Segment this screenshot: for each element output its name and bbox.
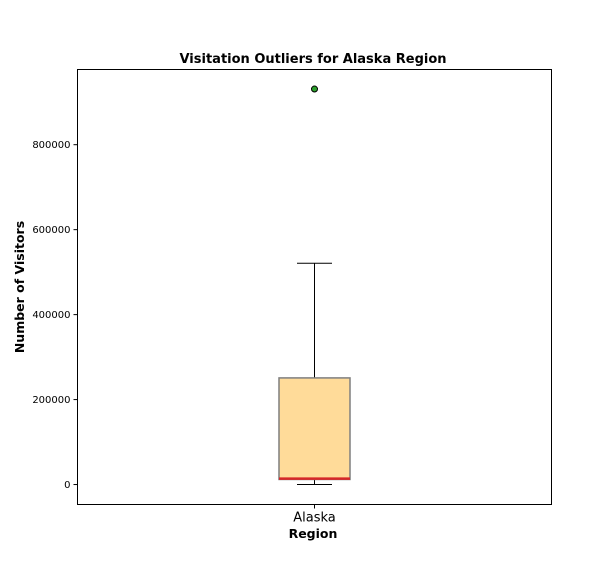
x-axis-label: Region <box>289 526 338 541</box>
y-tick-label: 600000 <box>32 225 70 236</box>
plot-area <box>278 85 351 486</box>
chart-title: Visitation Outliers for Alaska Region <box>179 52 446 67</box>
box-alaska <box>278 85 351 486</box>
x-tick-label: Alaska <box>293 511 336 526</box>
outlier-point <box>311 85 318 93</box>
y-axis-label: Number of Visitors <box>12 221 27 353</box>
y-tick-label: 400000 <box>32 310 70 321</box>
y-tick-label: 800000 <box>32 140 70 151</box>
y-axis-ticks: 0 200000 400000 600000 800000 <box>32 140 78 491</box>
iqr-box <box>278 377 351 481</box>
y-tick-label: 200000 <box>32 395 70 406</box>
x-axis-ticks: Alaska <box>293 504 336 526</box>
y-tick-label: 0 <box>64 480 70 491</box>
